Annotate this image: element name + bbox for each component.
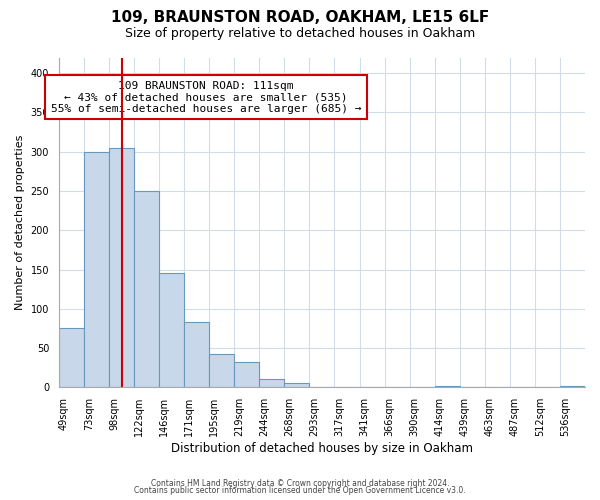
Bar	[434, 386, 460, 388]
Bar	[184, 322, 209, 388]
Text: 109 BRAUNSTON ROAD: 111sqm
← 43% of detached houses are smaller (535)
55% of sem: 109 BRAUNSTON ROAD: 111sqm ← 43% of deta…	[51, 80, 361, 114]
Y-axis label: Number of detached properties: Number of detached properties	[15, 134, 25, 310]
Bar	[234, 362, 259, 388]
Text: 109, BRAUNSTON ROAD, OAKHAM, LE15 6LF: 109, BRAUNSTON ROAD, OAKHAM, LE15 6LF	[111, 10, 489, 25]
Bar	[134, 191, 159, 388]
Text: Size of property relative to detached houses in Oakham: Size of property relative to detached ho…	[125, 28, 475, 40]
X-axis label: Distribution of detached houses by size in Oakham: Distribution of detached houses by size …	[171, 442, 473, 455]
Bar	[209, 354, 234, 388]
Text: Contains HM Land Registry data © Crown copyright and database right 2024.: Contains HM Land Registry data © Crown c…	[151, 478, 449, 488]
Text: Contains public sector information licensed under the Open Government Licence v3: Contains public sector information licen…	[134, 486, 466, 495]
Bar	[59, 328, 84, 388]
Bar	[84, 152, 109, 388]
Bar	[109, 148, 134, 388]
Bar	[560, 386, 585, 388]
Bar	[259, 380, 284, 388]
Bar	[284, 382, 310, 388]
Bar	[159, 274, 184, 388]
